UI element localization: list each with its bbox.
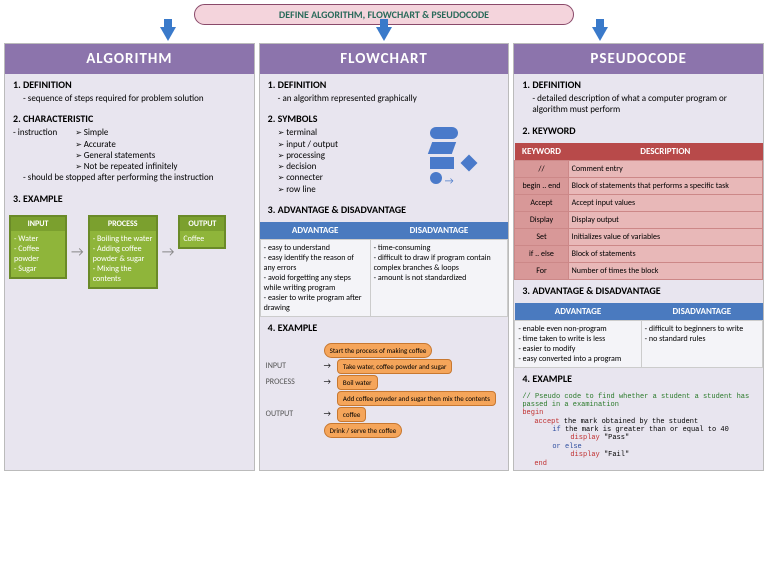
- td: Initializes value of variables: [568, 228, 762, 245]
- flow-input: Take water, coffee powder and sugar: [337, 359, 453, 374]
- td: begin .. end: [515, 177, 568, 194]
- ipo-head: INPUT: [11, 217, 65, 231]
- column-flowchart: FLOWCHART 1. DEFINITION an algorithm rep…: [259, 43, 510, 471]
- arrows-row: [0, 27, 768, 41]
- adv-dis-table: ADVANTAGEDISADVANTAGE - easy to understa…: [260, 222, 509, 317]
- section-title: 3. EXAMPLE: [13, 192, 246, 205]
- list-item: Accurate: [75, 139, 177, 150]
- section-title: 1. DEFINITION: [268, 78, 501, 91]
- terminal-icon: [430, 127, 458, 139]
- keyword-table: KEYWORDDESCRIPTION //Comment entry begin…: [514, 143, 763, 280]
- col-header: PSEUDOCODE: [514, 44, 763, 74]
- list-item: connecter: [278, 172, 423, 183]
- td: Comment entry: [568, 160, 762, 177]
- th: DESCRIPTION: [568, 143, 762, 161]
- list-item: row line: [278, 184, 423, 195]
- td: Display output: [568, 211, 762, 228]
- column-algorithm: ALGORITHM 1. DEFINITION sequence of step…: [4, 43, 255, 471]
- ipo-head: PROCESS: [90, 217, 156, 231]
- flow-label: INPUT: [266, 361, 318, 371]
- column-pseudocode: PSEUDOCODE 1. DEFINITION detailed descri…: [513, 43, 764, 471]
- io-icon: [428, 142, 456, 154]
- arrow-icon: [160, 27, 176, 41]
- col-header: FLOWCHART: [260, 44, 509, 74]
- section-title: 4. EXAMPLE: [268, 321, 501, 334]
- td: For: [515, 262, 568, 279]
- td: if .. else: [515, 245, 568, 262]
- th: DISADVANTAGE: [370, 222, 508, 240]
- list-item: input / output: [278, 139, 423, 150]
- td: Block of statements that performs a spec…: [568, 177, 762, 194]
- section-title: 1. DEFINITION: [13, 78, 246, 91]
- td: - enable even non-program- time taken to…: [515, 320, 641, 367]
- list-item: processing: [278, 150, 423, 161]
- adv-dis-table: ADVANTAGEDISADVANTAGE - enable even non-…: [514, 303, 763, 368]
- symbol-shapes: →: [430, 127, 500, 195]
- td: //: [515, 160, 568, 177]
- ipo-output: OUTPUT Coffee: [178, 215, 226, 249]
- th: ADVANTAGE: [515, 303, 641, 321]
- flowchart-example: Start the process of making coffee INPUT…: [260, 340, 509, 441]
- arrow-icon: →: [71, 243, 84, 260]
- flow-end: Drink / serve the coffee: [324, 423, 403, 438]
- list-item: General statements: [75, 150, 177, 161]
- section-title: 4. EXAMPLE: [522, 372, 755, 385]
- flow-process: Add coffee powder and sugar then mix the…: [337, 391, 496, 406]
- td: Accept input values: [568, 194, 762, 211]
- list-item: Not be repeated infinitely: [75, 161, 177, 172]
- ipo-diagram: INPUT - Water - Coffee powder - Sugar → …: [5, 211, 254, 293]
- col-header: ALGORITHM: [5, 44, 254, 74]
- connector-icon: [430, 172, 442, 184]
- section-title: 2. CHARACTERISTIC: [13, 112, 246, 125]
- section-title: 3. ADVANTAGE & DISADVANTAGE: [522, 284, 755, 297]
- td: Display: [515, 211, 568, 228]
- section-title: 2. KEYWORD: [522, 124, 755, 137]
- td: Accept: [515, 194, 568, 211]
- th: KEYWORD: [515, 143, 568, 161]
- list-item: detailed description of what a computer …: [532, 93, 755, 116]
- flow-output: coffee: [337, 407, 366, 422]
- section-title: 3. ADVANTAGE & DISADVANTAGE: [268, 203, 501, 216]
- list-item: should be stopped after performing the i…: [23, 172, 246, 183]
- ipo-process: PROCESS - Boiling the water - Adding cof…: [88, 215, 158, 289]
- list-item: sequence of steps required for problem s…: [23, 93, 246, 104]
- flow-label: OUTPUT: [266, 409, 318, 419]
- th: ADVANTAGE: [260, 222, 370, 240]
- th: DISADVANTAGE: [641, 303, 762, 321]
- td: - difficult to beginners to write- no st…: [641, 320, 762, 367]
- arrow-icon: →: [162, 243, 175, 260]
- ipo-input: INPUT - Water - Coffee powder - Sugar: [9, 215, 67, 279]
- td: - easy to understand- easy identify the …: [260, 239, 370, 316]
- td: Number of times the block: [568, 262, 762, 279]
- line-icon: →: [445, 174, 454, 187]
- process-icon: [430, 157, 454, 169]
- section-title: 1. DEFINITION: [522, 78, 755, 91]
- arrow-icon: [592, 27, 608, 41]
- flow-label: PROCESS: [266, 377, 318, 387]
- list-item: Simple: [75, 127, 177, 138]
- arrow-icon: [376, 27, 392, 41]
- flow-start: Start the process of making coffee: [324, 343, 433, 358]
- flow-process: Boil water: [337, 375, 378, 390]
- td: Block of statements: [568, 245, 762, 262]
- list-item: an algorithm represented graphically: [278, 93, 501, 104]
- decision-icon: [460, 155, 477, 172]
- section-title: 2. SYMBOLS: [268, 112, 501, 125]
- td: Set: [515, 228, 568, 245]
- list-item: terminal: [278, 127, 423, 138]
- pseudocode-example: // Pseudo code to find whether a student…: [514, 391, 763, 471]
- ipo-head: OUTPUT: [180, 217, 224, 231]
- td: - time-consuming- difficult to draw if p…: [370, 239, 508, 316]
- list-item: decision: [278, 161, 423, 172]
- text: - instruction: [13, 127, 57, 172]
